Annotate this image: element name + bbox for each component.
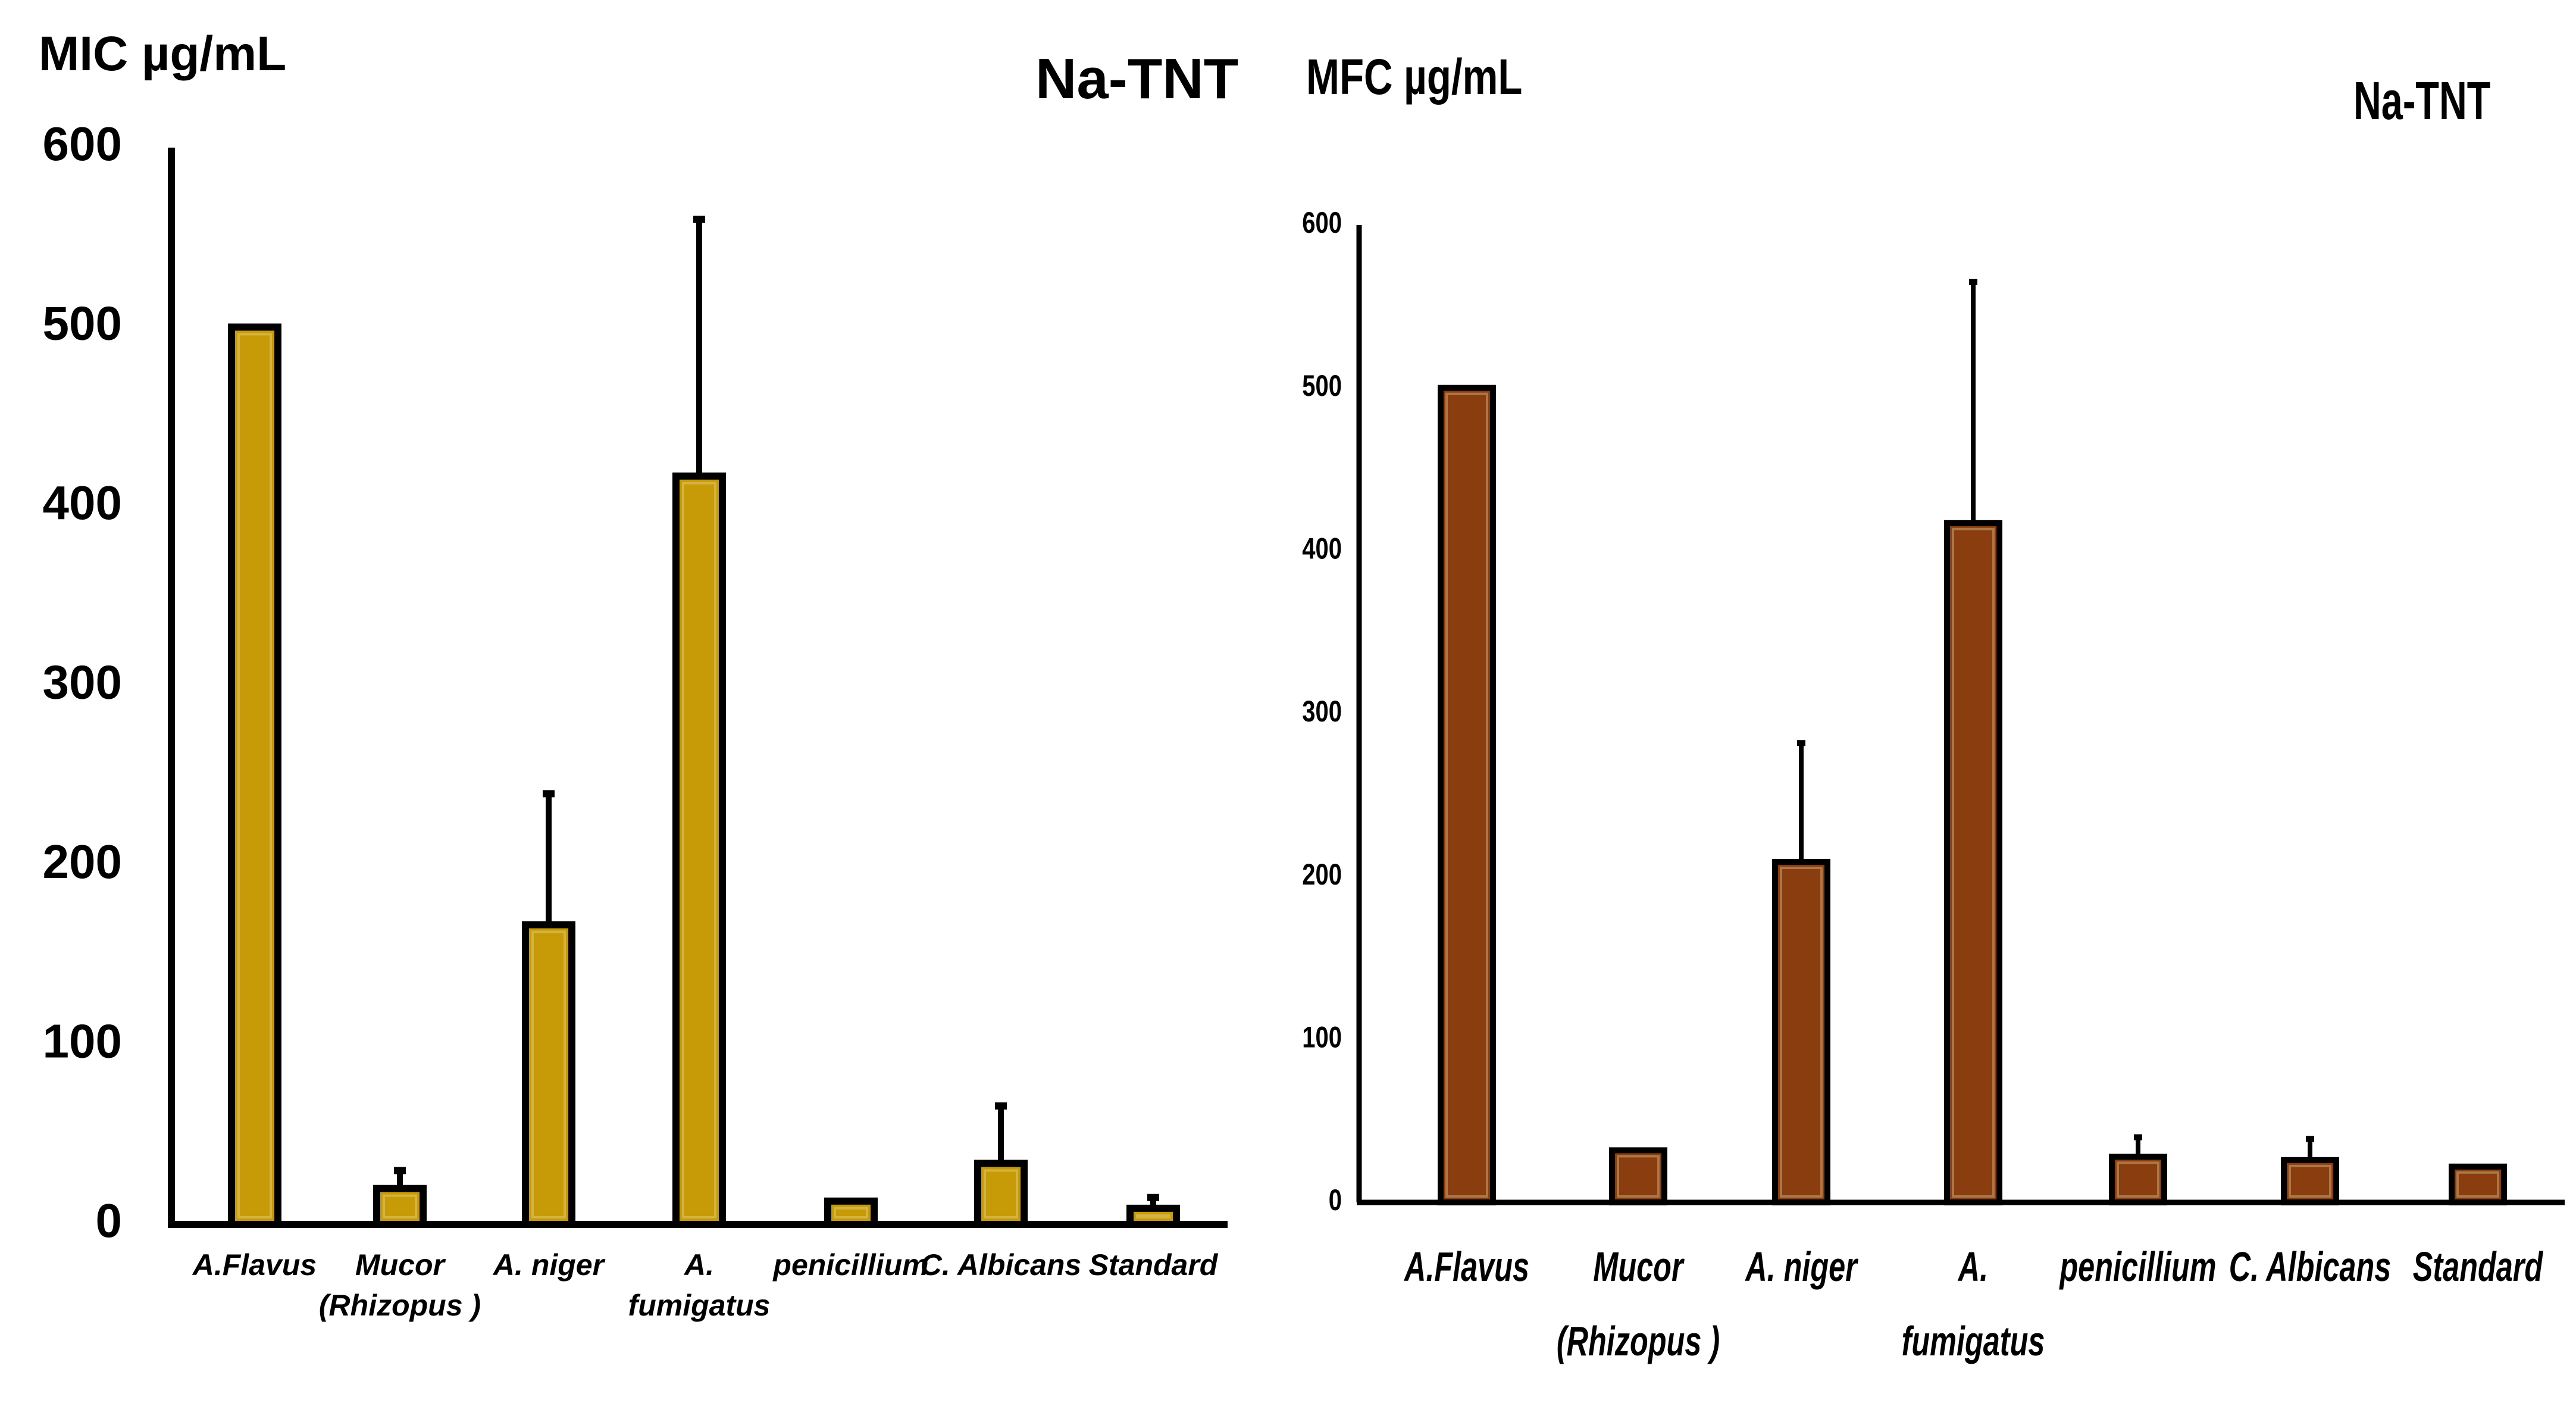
mic-y-tick-label: 600 bbox=[43, 117, 122, 170]
mic-bar-highlight bbox=[834, 1207, 868, 1219]
mic-bar-highlight bbox=[531, 930, 566, 1218]
mic-chart-title: Na-TNT bbox=[1035, 47, 1238, 111]
mic-y-tick-label: 200 bbox=[43, 835, 122, 888]
mic-bar-highlight bbox=[237, 333, 272, 1218]
mic-category-label: C. Albicans bbox=[921, 1248, 1081, 1282]
mic-y-tick-label: 400 bbox=[43, 476, 122, 529]
mic-category-label: A. niger bbox=[492, 1248, 606, 1282]
mic-category-label: fumigatus bbox=[628, 1289, 771, 1322]
mic-category-label: (Rhizopus ) bbox=[319, 1289, 481, 1322]
mic-category-label: A. bbox=[683, 1248, 714, 1282]
mic-bar-highlight bbox=[1136, 1214, 1170, 1218]
mic-y-axis-label: MIC µg/mL bbox=[39, 27, 286, 81]
mic-y-tick-label: 0 bbox=[96, 1194, 123, 1247]
mic-y-tick-label: 300 bbox=[43, 656, 122, 709]
mic-y-tick-label: 500 bbox=[43, 297, 122, 350]
mic-bar-highlight bbox=[383, 1194, 417, 1218]
mic-category-label: A.Flavus bbox=[192, 1248, 317, 1282]
mic-bar-highlight bbox=[984, 1169, 1018, 1218]
mic-bar bbox=[522, 921, 575, 1228]
mic-category-label: Standard bbox=[1089, 1248, 1219, 1282]
mic-category-label: Mucor bbox=[355, 1248, 446, 1282]
mic-y-tick-label: 100 bbox=[43, 1015, 122, 1068]
mic-category-label: penicillium bbox=[772, 1248, 928, 1282]
mic-bar-highlight bbox=[682, 482, 716, 1218]
